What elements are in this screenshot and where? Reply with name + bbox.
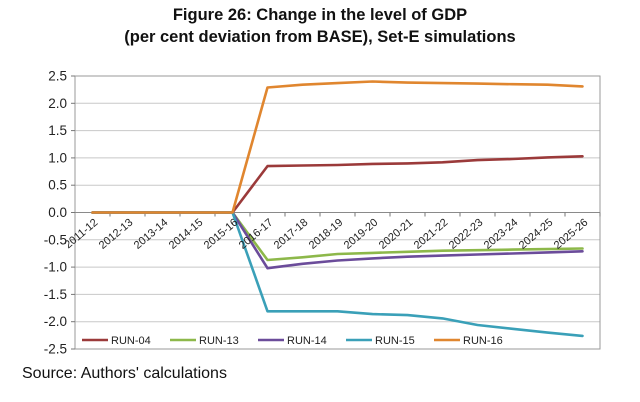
- legend: RUN-04 RUN-13 RUN-14 RUN-15 RUN-16: [82, 335, 503, 347]
- series-line-run-04: [91, 155, 584, 214]
- x-tick-label: 2017-18: [272, 217, 311, 252]
- y-tick-label: 1.0: [48, 150, 67, 165]
- chart-title: Figure 26: Change in the level of GDP: [172, 6, 468, 24]
- x-tick-label: 2018-19: [307, 217, 346, 252]
- y-tick-label: -0.5: [44, 232, 67, 247]
- y-tick-label: 2.5: [48, 69, 67, 84]
- x-tick-label: 2011-12: [62, 217, 100, 252]
- y-tick-label: -2.0: [44, 314, 67, 329]
- y-tick-label: 1.5: [48, 123, 67, 138]
- y-tick-label: -2.5: [44, 342, 67, 357]
- x-tick-label: 2025-26: [552, 217, 591, 252]
- legend-label: RUN-14: [287, 335, 327, 347]
- source-note: Source: Authors' calculations: [22, 365, 227, 382]
- legend-label: RUN-15: [375, 335, 415, 347]
- x-tick-label: 2019-20: [342, 217, 381, 252]
- x-tick-label: 2022-23: [447, 217, 486, 252]
- y-tick-label: -1.5: [44, 287, 67, 302]
- x-tick-label: 2021-22: [412, 217, 451, 252]
- x-tick-label: 2013-14: [132, 217, 171, 252]
- y-tick-label: 0.0: [48, 205, 67, 220]
- y-tick-label: -1.0: [44, 260, 67, 275]
- x-tick-label: 2023-24: [482, 217, 521, 252]
- chart-subtitle: (per cent deviation from BASE), Set-E si…: [124, 28, 516, 46]
- x-tick-label: 2024-25: [517, 217, 556, 252]
- legend-label: RUN-13: [199, 335, 239, 347]
- y-axis-ticks: 2.5 2.0 1.5 1.0 0.5 0.0 -0.5 -1.0 -1.5 -2.0 -2.5: [44, 69, 67, 357]
- legend-label: RUN-04: [111, 335, 151, 347]
- x-tick-label: 2012-13: [97, 217, 136, 252]
- legend-label: RUN-16: [463, 335, 503, 347]
- x-axis-ticks: 2011-122012-132013-142014-152015-162016-…: [62, 217, 590, 252]
- y-tick-label: 0.5: [48, 178, 67, 193]
- y-tick-label: 2.0: [48, 96, 67, 111]
- x-tick-label: 2015-16: [202, 217, 241, 252]
- x-tick-label: 2014-15: [167, 217, 206, 252]
- series-lines: [91, 80, 584, 338]
- series-line-run-16: [91, 80, 584, 214]
- x-tick-label: 2020-21: [377, 217, 416, 252]
